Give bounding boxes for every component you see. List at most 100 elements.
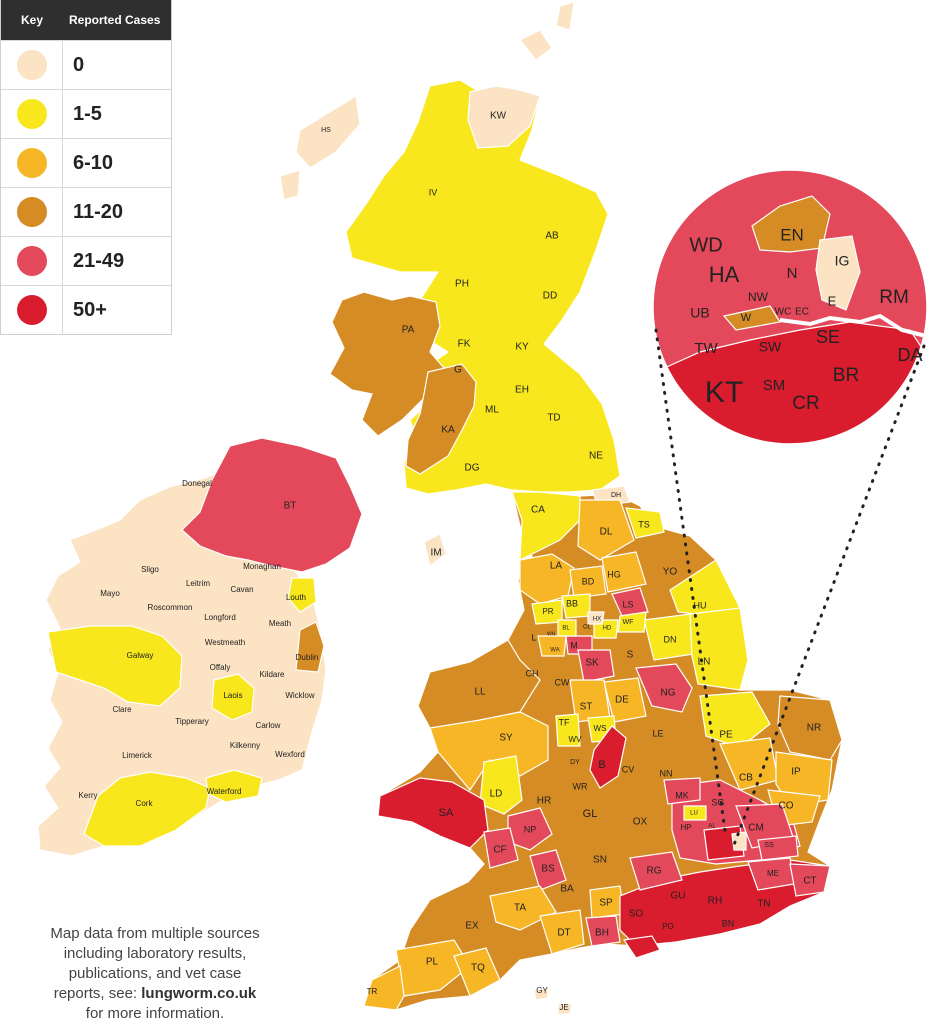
region-hx[interactable] bbox=[587, 611, 605, 625]
region-wf[interactable] bbox=[617, 611, 647, 633]
region-kw[interactable] bbox=[467, 85, 541, 149]
region-pa[interactable] bbox=[329, 291, 445, 437]
source-link[interactable]: lungworm.co.uk bbox=[141, 985, 257, 1002]
region-tf[interactable] bbox=[555, 713, 581, 747]
region-cork[interactable] bbox=[83, 771, 211, 847]
region-tr[interactable] bbox=[363, 965, 405, 1011]
region-ca[interactable] bbox=[511, 491, 581, 561]
region-labels: Donegal Sligo Leitrim Cavan Monaghan Louth May… bbox=[78, 111, 922, 1012]
region-ng[interactable] bbox=[635, 663, 693, 713]
region-label-ld: LD bbox=[490, 789, 503, 800]
region-ta[interactable] bbox=[489, 885, 557, 931]
region-cf[interactable] bbox=[483, 827, 519, 869]
region-je[interactable] bbox=[557, 1003, 573, 1015]
region-hs[interactable] bbox=[295, 95, 361, 169]
region-label-gu: GU bbox=[671, 891, 686, 902]
key-row: 11-20 bbox=[1, 187, 171, 236]
region-label-bl: BL bbox=[562, 626, 570, 632]
region-bl[interactable] bbox=[557, 619, 577, 637]
region-label-ab: AB bbox=[545, 231, 559, 242]
region-label-ln: LN bbox=[698, 657, 711, 668]
region-sk[interactable] bbox=[577, 649, 615, 683]
region-label-ha: HA bbox=[709, 262, 740, 287]
region-im[interactable] bbox=[423, 533, 447, 568]
region-ig-mini[interactable] bbox=[731, 831, 747, 851]
region-tq[interactable] bbox=[453, 947, 501, 997]
region-label-sm: SM bbox=[763, 377, 786, 394]
region-kw-isles[interactable] bbox=[519, 29, 553, 61]
region-b[interactable] bbox=[589, 725, 627, 789]
region-ls[interactable] bbox=[611, 587, 649, 617]
key-col-cases: Reported Cases bbox=[69, 13, 161, 27]
region-scotland[interactable] bbox=[345, 79, 621, 495]
region-label-nn: NN bbox=[660, 768, 673, 778]
region-waterford[interactable] bbox=[205, 769, 263, 803]
region-label-le: LE bbox=[652, 728, 663, 738]
region-dl[interactable] bbox=[577, 499, 635, 561]
key-label: 6-10 bbox=[73, 151, 114, 174]
region-label-ml: ML bbox=[485, 405, 499, 416]
region-label-wd: WD bbox=[689, 234, 722, 256]
region-label-longford: Longford bbox=[204, 613, 236, 622]
region-label-roscommon: Roscommon bbox=[148, 603, 193, 612]
region-laois[interactable] bbox=[211, 673, 255, 721]
key-swatch bbox=[16, 295, 47, 325]
region-label-tq: TQ bbox=[471, 963, 485, 974]
region-ld[interactable] bbox=[479, 755, 523, 815]
region-dublin[interactable] bbox=[295, 621, 325, 673]
region-label-cf: CF bbox=[493, 845, 506, 856]
region-label-n: N bbox=[787, 265, 798, 282]
region-hg[interactable] bbox=[601, 551, 647, 593]
region-de[interactable] bbox=[603, 677, 647, 723]
region-dt[interactable] bbox=[539, 909, 585, 955]
key-swatch bbox=[16, 197, 47, 227]
region-label-galway: Galway bbox=[127, 651, 154, 660]
region-label-iv: IV bbox=[429, 187, 438, 197]
region-ss[interactable] bbox=[757, 835, 799, 861]
region-label-carlow: Carlow bbox=[256, 721, 281, 730]
region-galway[interactable] bbox=[47, 625, 183, 707]
region-bt[interactable] bbox=[181, 437, 363, 573]
region-bd[interactable] bbox=[569, 565, 607, 599]
region-pe[interactable] bbox=[699, 691, 771, 749]
region-label-hd: HD bbox=[603, 626, 612, 632]
region-ct[interactable] bbox=[789, 863, 831, 897]
region-louth[interactable] bbox=[287, 577, 317, 613]
region-label-dn: DN bbox=[664, 634, 677, 644]
region-label-hr: HR bbox=[537, 796, 551, 807]
region-label-louth: Louth bbox=[286, 593, 306, 602]
region-hs-2[interactable] bbox=[279, 169, 301, 201]
region-kw-isles-2[interactable] bbox=[555, 1, 575, 31]
region-gy[interactable] bbox=[533, 987, 549, 1001]
region-label-tn: TN bbox=[757, 899, 770, 910]
region-label-fk: FK bbox=[458, 339, 471, 350]
region-label-so: SO bbox=[629, 909, 644, 920]
region-wa[interactable] bbox=[537, 635, 567, 657]
region-label-ne: NE bbox=[589, 451, 603, 462]
region-label-tr: TR bbox=[367, 987, 378, 996]
region-label-rm: RM bbox=[879, 287, 909, 308]
region-label-dt: DT bbox=[557, 928, 570, 939]
region-label-g: G bbox=[454, 365, 462, 376]
region-mk[interactable] bbox=[663, 777, 701, 805]
region-label-monaghan: Monaghan bbox=[243, 562, 281, 571]
key-row: 21-49 bbox=[1, 236, 171, 285]
region-label-wf: WF bbox=[623, 619, 634, 626]
region-po[interactable] bbox=[622, 935, 661, 959]
region-lu[interactable] bbox=[683, 805, 707, 821]
inset-ig[interactable] bbox=[815, 235, 861, 311]
region-label-ip: IP bbox=[791, 767, 801, 778]
region-ln[interactable] bbox=[689, 607, 749, 691]
region-ka[interactable] bbox=[405, 363, 477, 475]
region-label-tipperary: Tipperary bbox=[175, 717, 209, 726]
region-bh[interactable] bbox=[585, 915, 621, 947]
region-label-cw: CW bbox=[555, 677, 570, 687]
region-bs[interactable] bbox=[529, 849, 567, 891]
region-label-ls: LS bbox=[622, 599, 633, 609]
region-label-ky: KY bbox=[515, 342, 529, 353]
inset-en[interactable] bbox=[751, 195, 831, 253]
region-rg[interactable] bbox=[629, 851, 683, 891]
region-sa[interactable] bbox=[377, 777, 489, 849]
region-ts[interactable] bbox=[625, 507, 665, 539]
inset-circle-outline bbox=[652, 169, 928, 445]
